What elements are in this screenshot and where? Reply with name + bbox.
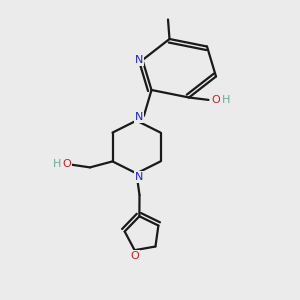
Text: N: N <box>135 172 143 182</box>
Text: N: N <box>135 55 143 65</box>
Text: H: H <box>222 95 230 105</box>
Text: O: O <box>62 159 71 170</box>
Text: O: O <box>212 95 220 105</box>
Text: O: O <box>130 251 139 261</box>
Text: H: H <box>53 159 61 170</box>
Text: N: N <box>135 112 143 122</box>
